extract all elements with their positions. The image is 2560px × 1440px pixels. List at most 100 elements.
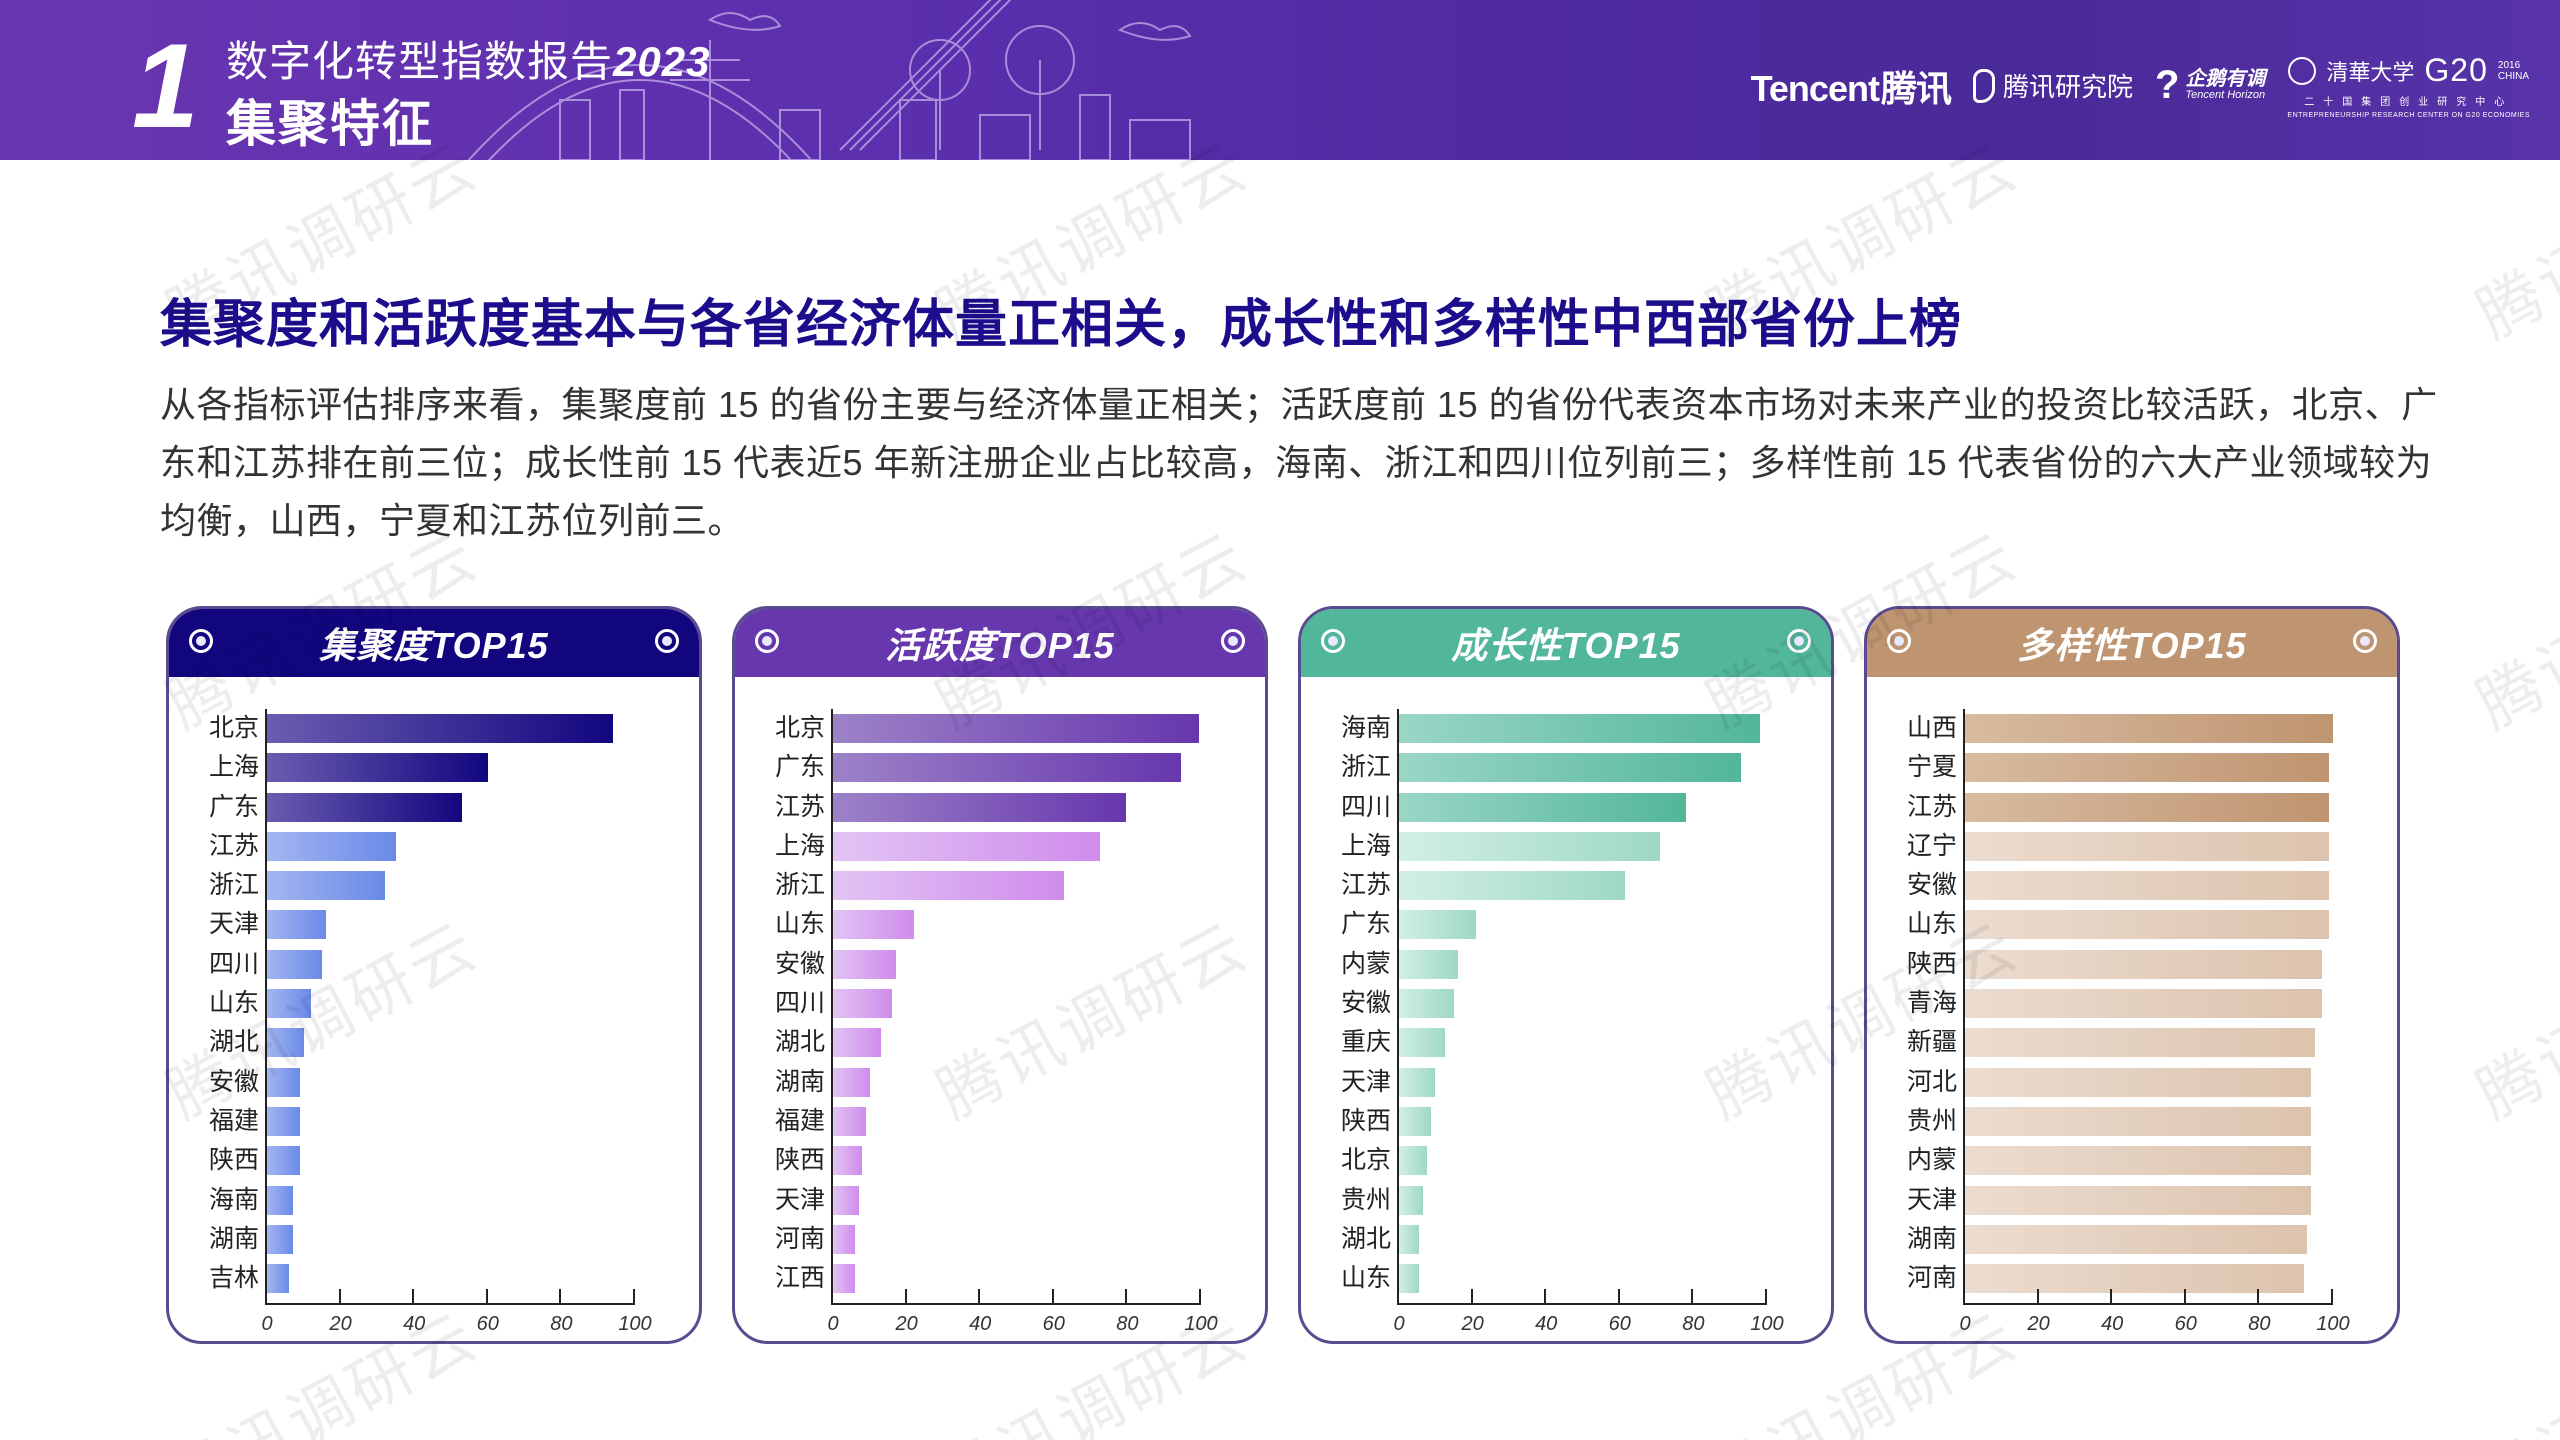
x-tick-label: 60 bbox=[2174, 1313, 2197, 1335]
page-headline: 集聚度和活跃度基本与各省经济体量正相关，成长性和多样性中西部省份上榜 bbox=[160, 296, 1963, 354]
bar-row bbox=[1399, 788, 1767, 827]
bar bbox=[833, 792, 1126, 822]
bullet-circle-icon bbox=[755, 629, 779, 653]
bar bbox=[1399, 831, 1661, 861]
bar bbox=[1965, 1146, 2311, 1176]
category-label: 辽宁 bbox=[1906, 831, 1957, 860]
bar bbox=[1965, 1224, 2308, 1254]
bar-row bbox=[267, 1259, 635, 1298]
bar-row bbox=[833, 748, 1201, 787]
bar-row bbox=[267, 709, 635, 748]
chart-card-header: 活跃度TOP15 bbox=[735, 609, 1265, 677]
bar bbox=[1965, 792, 2330, 822]
chart-card-header: 多样性TOP15 bbox=[1867, 609, 2397, 677]
category-label: 天津 bbox=[774, 1185, 825, 1214]
bar bbox=[267, 1185, 293, 1215]
bar-row bbox=[833, 827, 1201, 866]
bar bbox=[833, 753, 1182, 783]
bar-row bbox=[267, 1063, 635, 1102]
bar-row bbox=[1399, 748, 1767, 787]
category-label: 上海 bbox=[1340, 831, 1391, 860]
x-axis-ticks bbox=[265, 1289, 635, 1305]
bar-row bbox=[267, 827, 635, 866]
category-labels: 山西 宁夏 江苏 辽宁 安徽 山东 陕西 青海 新疆 河北 贵州 内蒙 天津 湖南 河南 bbox=[1893, 709, 1957, 1298]
category-label: 贵州 bbox=[1906, 1106, 1957, 1135]
bar-row bbox=[1965, 866, 2333, 905]
bar bbox=[833, 910, 914, 940]
bar-row bbox=[1965, 709, 2333, 748]
bar-row bbox=[267, 1141, 635, 1180]
bars bbox=[833, 709, 1201, 1298]
bar bbox=[833, 1028, 881, 1058]
x-axis-ticks bbox=[831, 1289, 1201, 1305]
bar-row bbox=[833, 1220, 1201, 1259]
category-label: 安徽 bbox=[1906, 871, 1957, 900]
category-label: 天津 bbox=[1340, 1067, 1391, 1096]
category-label: 河南 bbox=[1906, 1264, 1957, 1293]
bar-row bbox=[267, 984, 635, 1023]
bar-row bbox=[1965, 1023, 2333, 1062]
bar bbox=[1399, 949, 1458, 979]
bar-row bbox=[833, 1141, 1201, 1180]
bar bbox=[1965, 1264, 2304, 1294]
bar-row bbox=[1399, 827, 1767, 866]
bullet-circle-icon bbox=[1787, 629, 1811, 653]
bar-chart: 山西 宁夏 江苏 辽宁 安徽 山东 陕西 青海 新疆 河北 贵州 内蒙 天津 湖南 河南 0 20 40 60 80 1… bbox=[1867, 677, 2397, 1341]
category-label: 天津 bbox=[1906, 1185, 1957, 1214]
category-label: 陕西 bbox=[1340, 1106, 1391, 1135]
bar bbox=[1399, 1264, 1420, 1294]
section-number: 1 bbox=[132, 19, 199, 153]
category-label: 江苏 bbox=[208, 831, 259, 860]
bar-row bbox=[267, 788, 635, 827]
bar-chart: 海南 浙江 四川 上海 江苏 广东 内蒙 安徽 重庆 天津 陕西 北京 贵州 湖北 山东 0 20 40 60 80 1… bbox=[1301, 677, 1831, 1341]
category-label: 陕西 bbox=[774, 1146, 825, 1175]
bar bbox=[1399, 714, 1760, 743]
bar bbox=[833, 831, 1101, 861]
bar-row bbox=[1399, 1063, 1767, 1102]
bullet-circle-icon bbox=[1221, 629, 1245, 653]
bar bbox=[1965, 989, 2322, 1019]
bar-row bbox=[833, 945, 1201, 984]
category-label: 湖南 bbox=[208, 1224, 259, 1253]
g20-research-center-logo: 清華大学 G20 2016 CHINA 二十国集团创业研究中心 ENTREPREN… bbox=[2287, 52, 2530, 119]
x-tick-label: 60 bbox=[1042, 1313, 1065, 1335]
bar bbox=[1965, 831, 2330, 861]
x-tick-label: 100 bbox=[1184, 1313, 1218, 1335]
category-label: 浙江 bbox=[1340, 753, 1391, 782]
category-label: 上海 bbox=[774, 831, 825, 860]
bar bbox=[1965, 753, 2330, 783]
x-axis-line bbox=[831, 1303, 1201, 1305]
bar-row bbox=[1965, 984, 2333, 1023]
watermark: 腾讯调研云 bbox=[2465, 1298, 2560, 1440]
bar-row bbox=[1965, 748, 2333, 787]
x-tick-label: 0 bbox=[1959, 1313, 1971, 1335]
bar bbox=[267, 989, 312, 1019]
x-tick-label: 80 bbox=[1116, 1313, 1139, 1335]
x-tick-label: 40 bbox=[2101, 1313, 2124, 1335]
x-tick-label: 60 bbox=[476, 1313, 499, 1335]
bar bbox=[833, 1146, 863, 1176]
bar-row bbox=[1965, 1220, 2333, 1259]
category-label: 吉林 bbox=[208, 1264, 259, 1293]
bar-row bbox=[833, 866, 1201, 905]
bar-row bbox=[267, 1102, 635, 1141]
bar bbox=[267, 792, 463, 822]
x-tick-label: 100 bbox=[2316, 1313, 2350, 1335]
bar bbox=[267, 714, 613, 743]
bars bbox=[267, 709, 635, 1298]
bar bbox=[267, 1106, 301, 1136]
bar bbox=[833, 1264, 856, 1294]
category-label: 北京 bbox=[774, 714, 825, 742]
bar bbox=[1965, 1028, 2315, 1058]
bar bbox=[267, 1264, 290, 1294]
category-label: 陕西 bbox=[1906, 949, 1957, 978]
bar-row bbox=[833, 905, 1201, 944]
x-tick-label: 80 bbox=[1682, 1313, 1705, 1335]
bar bbox=[1965, 714, 2333, 743]
chart-title: 活跃度TOP15 bbox=[885, 625, 1115, 666]
bar-row bbox=[833, 1102, 1201, 1141]
chart-card-header: 集聚度TOP15 bbox=[169, 609, 699, 677]
category-label: 陕西 bbox=[208, 1146, 259, 1175]
report-year: 2023 bbox=[613, 38, 711, 85]
x-axis-tick-labels: 0 20 40 60 80 100 bbox=[1393, 1313, 1783, 1337]
